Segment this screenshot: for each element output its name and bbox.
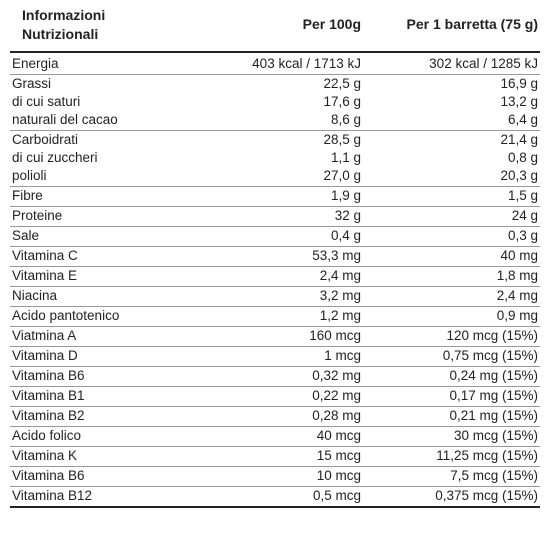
- value-per-bar: 20,3 g: [500, 168, 538, 183]
- row-separator: [10, 426, 540, 427]
- value-per-100g: 0,32 mg: [312, 368, 361, 383]
- value-per-bar: 302 kcal / 1285 kJ: [429, 56, 538, 71]
- row-separator: [10, 366, 540, 367]
- value-per-bar: 0,8 g: [507, 150, 538, 165]
- value-per-bar: 11,25 mcg (15%): [436, 448, 538, 463]
- row-label: Vitamina K: [12, 448, 78, 463]
- row-label: Carboidrati: [12, 132, 79, 147]
- header-title: Informazioni: [22, 7, 106, 23]
- value-per-bar: 0,3 g: [507, 228, 538, 243]
- value-per-100g: 28,5 g: [323, 132, 361, 147]
- value-per-bar: 0,75 mcg (15%): [442, 348, 538, 363]
- value-per-100g: 17,6 g: [323, 94, 361, 109]
- row-label: Acido folico: [12, 428, 82, 443]
- value-per-100g: 1 mcg: [324, 348, 361, 363]
- value-per-bar: 1,8 mg: [496, 268, 538, 283]
- value-per-100g: 1,1 g: [330, 150, 361, 165]
- value-per-bar: 0,17 mg (15%): [449, 388, 538, 403]
- row-label: Grassi: [12, 76, 52, 91]
- value-per-bar: 21,4 g: [500, 132, 538, 147]
- row-separator: [10, 406, 540, 407]
- row-separator: [10, 466, 540, 467]
- value-per-100g: 2,4 mg: [319, 268, 361, 283]
- value-per-100g: 3,2 mg: [319, 288, 361, 303]
- row-label: Vitamina C: [12, 248, 78, 263]
- header-rule: [10, 51, 540, 53]
- value-per-bar: 30 mcg (15%): [453, 428, 538, 443]
- row-label: Sale: [12, 228, 40, 243]
- value-per-bar: 1,5 g: [507, 188, 538, 203]
- value-per-bar: 0,21 mg (15%): [449, 408, 538, 423]
- row-separator: [10, 246, 540, 247]
- value-per-bar: 0,24 mg (15%): [449, 368, 538, 383]
- value-per-100g: 22,5 g: [323, 76, 361, 91]
- value-per-100g: 53,3 mg: [312, 248, 361, 263]
- row-separator: [10, 286, 540, 287]
- value-per-100g: 160 mcg: [309, 328, 361, 343]
- value-per-bar: 0,375 mcg (15%): [435, 488, 538, 503]
- value-per-100g: 8,6 g: [330, 112, 361, 127]
- row-label: naturali del cacao: [12, 112, 118, 127]
- row-label: Niacina: [12, 288, 58, 303]
- row-label: Fibre: [12, 188, 43, 203]
- value-per-bar: 13,2 g: [500, 94, 538, 109]
- row-separator: [10, 206, 540, 207]
- row-label: Viatmina A: [12, 328, 77, 343]
- row-label: polioli: [12, 168, 47, 183]
- value-per-bar: 120 mcg (15%): [446, 328, 538, 343]
- value-per-bar: 40 mg: [500, 248, 538, 263]
- row-label: Vitamina B1: [12, 388, 85, 403]
- value-per-bar: 7,5 mcg (15%): [450, 468, 538, 483]
- row-label: Vitamina E: [12, 268, 78, 283]
- row-separator: [10, 326, 540, 327]
- row-label: di cui zuccheri: [12, 150, 98, 165]
- value-per-bar: 6,4 g: [507, 112, 538, 127]
- bottom-rule: [10, 506, 540, 508]
- value-per-100g: 32 g: [334, 208, 361, 223]
- value-per-bar: 0,9 mg: [496, 308, 538, 323]
- column-header: Per 1 barretta (75 g): [406, 16, 539, 32]
- value-per-100g: 27,0 g: [323, 168, 361, 183]
- row-label: Energia: [12, 56, 59, 71]
- row-label: Vitamina B2: [12, 408, 85, 423]
- column-header: Per 100g: [302, 16, 361, 32]
- row-separator: [10, 446, 540, 447]
- value-per-100g: 15 mcg: [316, 448, 361, 463]
- row-separator: [10, 226, 540, 227]
- row-separator: [10, 186, 540, 187]
- row-separator: [10, 74, 540, 75]
- value-per-100g: 40 mcg: [316, 428, 361, 443]
- value-per-100g: 10 mcg: [316, 468, 361, 483]
- row-separator: [10, 346, 540, 347]
- value-per-100g: 0,4 g: [330, 228, 361, 243]
- value-per-bar: 24 g: [511, 208, 538, 223]
- row-separator: [10, 486, 540, 487]
- value-per-100g: 1,9 g: [330, 188, 361, 203]
- value-per-100g: 0,28 mg: [312, 408, 361, 423]
- row-separator: [10, 266, 540, 267]
- row-label: Vitamina B6: [12, 468, 85, 483]
- value-per-100g: 1,2 mg: [319, 308, 361, 323]
- row-separator: [10, 306, 540, 307]
- row-separator: [10, 130, 540, 131]
- row-label: di cui saturi: [12, 94, 81, 109]
- row-label: Acido pantotenico: [12, 308, 120, 323]
- row-label: Vitamina B6: [12, 368, 85, 383]
- row-label: Vitamina B12: [12, 488, 93, 503]
- row-label: Proteine: [12, 208, 63, 223]
- value-per-bar: 2,4 mg: [496, 288, 538, 303]
- value-per-100g: 0,5 mcg: [312, 488, 361, 503]
- value-per-bar: 16,9 g: [500, 76, 538, 91]
- value-per-100g: 403 kcal / 1713 kJ: [252, 56, 361, 71]
- row-separator: [10, 386, 540, 387]
- value-per-100g: 0,22 mg: [312, 388, 361, 403]
- header-title: Nutrizionali: [22, 26, 99, 42]
- row-label: Vitamina D: [12, 348, 78, 363]
